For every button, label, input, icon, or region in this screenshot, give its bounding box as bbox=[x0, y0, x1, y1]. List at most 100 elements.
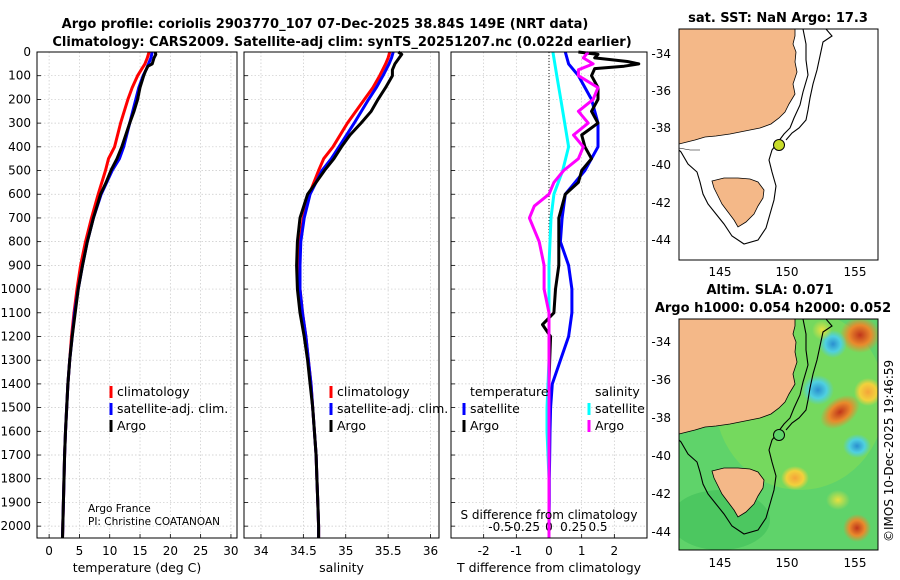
x-axis-label: T difference from climatology bbox=[456, 560, 642, 575]
sla-map-ticks: 145 150 155 -34 -36 -38 -40 -42 -44 bbox=[651, 335, 866, 570]
y-tick-label: 800 bbox=[8, 235, 31, 249]
y-tick-label: 500 bbox=[8, 164, 31, 178]
sla-xtick-155: 155 bbox=[844, 556, 867, 570]
series-line-climatology bbox=[61, 51, 151, 539]
diff-legend-s-argo-label: Argo bbox=[595, 418, 624, 433]
sla-map-frame bbox=[678, 318, 879, 551]
salinity-legend: climatology satellite-adj. clim. Argo bbox=[329, 384, 448, 433]
y-tick-label: 100 bbox=[8, 69, 31, 83]
sla-warm-eddy bbox=[781, 466, 809, 490]
x-tick-label: 10 bbox=[102, 544, 117, 558]
x-tick-label: 35 bbox=[338, 544, 353, 558]
y-tick-label: 600 bbox=[8, 187, 31, 201]
sst-map-outer-contour bbox=[785, 29, 833, 141]
sla-ytick-38: -38 bbox=[651, 411, 671, 425]
x-axis-label: salinity bbox=[319, 560, 364, 575]
sst-xtick-150: 150 bbox=[776, 265, 799, 279]
sla-warm-eddy bbox=[840, 319, 878, 353]
sla-ytick-40: -40 bbox=[651, 449, 671, 463]
sst-map-ticks: 145 150 155 -34 -36 -38 -40 -42 -44 bbox=[651, 47, 866, 279]
y-tick-label: 200 bbox=[8, 92, 31, 106]
diff-legend-salinity-title: salinity bbox=[595, 384, 640, 399]
x-tick-label: 0 bbox=[545, 544, 553, 558]
legend-satellite-label: satellite-adj. clim. bbox=[117, 401, 228, 416]
y-tick-label: 1700 bbox=[0, 448, 31, 462]
figure-title-line2: Climatology: CARS2009. Satellite-adj cli… bbox=[52, 35, 631, 50]
series-line-argo bbox=[61, 51, 158, 539]
sal-legend-argo-label: Argo bbox=[337, 418, 366, 433]
sst-map-tasmania bbox=[711, 177, 765, 228]
sla-warm-eddy bbox=[843, 514, 871, 542]
sst-map: sat. SST: NaN Argo: 17.3 145 150 155 -34… bbox=[651, 11, 879, 279]
y-tick-label: 1800 bbox=[0, 472, 31, 486]
sst-map-title: sat. SST: NaN Argo: 17.3 bbox=[688, 11, 868, 26]
sst-ytick-40: -40 bbox=[651, 158, 671, 172]
sla-ytick-36: -36 bbox=[651, 373, 671, 387]
sst-map-coast-detail bbox=[679, 147, 700, 151]
sla-map-mainland bbox=[679, 319, 798, 435]
y-tick-label: 900 bbox=[8, 258, 31, 272]
y-tick-label: 0 bbox=[23, 45, 31, 59]
plot-frame bbox=[243, 51, 440, 539]
y-tick-label: 1000 bbox=[0, 282, 31, 296]
y-tick-label: 700 bbox=[8, 211, 31, 225]
sst-map-frame bbox=[678, 28, 879, 261]
sla-ytick-44: -44 bbox=[651, 525, 671, 539]
sst-map-shelf-contour bbox=[679, 29, 809, 245]
sla-xtick-145: 145 bbox=[709, 556, 732, 570]
temperature-panel: 0 5 10 15 20 25 300100200300400500600700800900… bbox=[0, 45, 238, 575]
sla-warm-eddy bbox=[812, 320, 832, 340]
sal-legend-climatology-label: climatology bbox=[337, 384, 410, 399]
sst-ytick-36: -36 bbox=[651, 84, 671, 98]
y-tick-label: 1600 bbox=[0, 424, 31, 438]
series-line-climatology bbox=[297, 51, 392, 538]
sla-ytick-42: -42 bbox=[651, 487, 671, 501]
series-line-s-argo bbox=[527, 51, 600, 538]
sla-warm-eddy bbox=[826, 490, 850, 510]
copyright-stamp: ©IMOS 10-Dec-2025 19:46:59 bbox=[882, 360, 896, 542]
y-tick-label: 1400 bbox=[0, 377, 31, 391]
sla-map-title-line1: Altim. SLA: 0.071 bbox=[707, 283, 834, 298]
sst-map-float-marker bbox=[773, 139, 785, 151]
s-tick-label: 0.25 bbox=[560, 520, 587, 534]
y-tick-label: 1900 bbox=[0, 495, 31, 509]
sla-map-tasmania bbox=[711, 467, 765, 518]
sla-warm-eddy bbox=[820, 394, 860, 430]
x-tick-label: 35.5 bbox=[375, 544, 402, 558]
sla-xtick-150: 150 bbox=[776, 556, 799, 570]
s-axis-label: S difference from climatology bbox=[461, 508, 638, 522]
y-tick-label: 300 bbox=[8, 116, 31, 130]
annotation-institution: Argo France bbox=[88, 503, 151, 515]
diff-legend-t-satellite-label: satellite bbox=[470, 401, 520, 416]
sst-ytick-42: -42 bbox=[651, 196, 671, 210]
x-tick-label: 2 bbox=[611, 544, 619, 558]
sla-cold-eddy bbox=[802, 375, 834, 405]
plot-frame bbox=[36, 51, 238, 539]
y-tick-label: 1300 bbox=[0, 353, 31, 367]
difference-legend: temperature satellite Argo salinity sate… bbox=[462, 384, 645, 433]
sla-map-title-line2: Argo h1000: 0.054 h2000: 0.052 bbox=[655, 301, 891, 316]
sla-map-outer-contour bbox=[785, 319, 833, 431]
sla-map-shelf-contour bbox=[679, 319, 809, 535]
difference-panel: -2 -1 0 1 2-0.5-0.25 0 0.25 0.5T difference fro… bbox=[450, 50, 648, 575]
sal-legend-satellite-label: satellite-adj. clim. bbox=[337, 401, 448, 416]
sst-xtick-145: 145 bbox=[709, 265, 732, 279]
y-tick-label: 2000 bbox=[0, 519, 31, 533]
series-line-argo bbox=[295, 50, 404, 538]
x-tick-label: 20 bbox=[163, 544, 178, 558]
sla-map: Altim. SLA: 0.071 Argo h1000: 0.054 h200… bbox=[651, 283, 891, 570]
sst-ytick-34: -34 bbox=[651, 47, 671, 61]
x-tick-label: 30 bbox=[223, 544, 238, 558]
sla-cold-eddy bbox=[843, 434, 871, 458]
y-tick-label: 1100 bbox=[0, 306, 31, 320]
sst-map-mainland bbox=[679, 29, 798, 145]
x-tick-label: 0 bbox=[45, 544, 53, 558]
y-tick-label: 1500 bbox=[0, 401, 31, 415]
sla-warm-eddy bbox=[854, 378, 878, 406]
x-tick-label: 34 bbox=[253, 544, 268, 558]
s-tick-label: 0.5 bbox=[588, 520, 607, 534]
sla-map-float-marker bbox=[773, 429, 785, 441]
x-tick-label: -1 bbox=[510, 544, 522, 558]
diff-legend-t-argo-label: Argo bbox=[470, 418, 499, 433]
